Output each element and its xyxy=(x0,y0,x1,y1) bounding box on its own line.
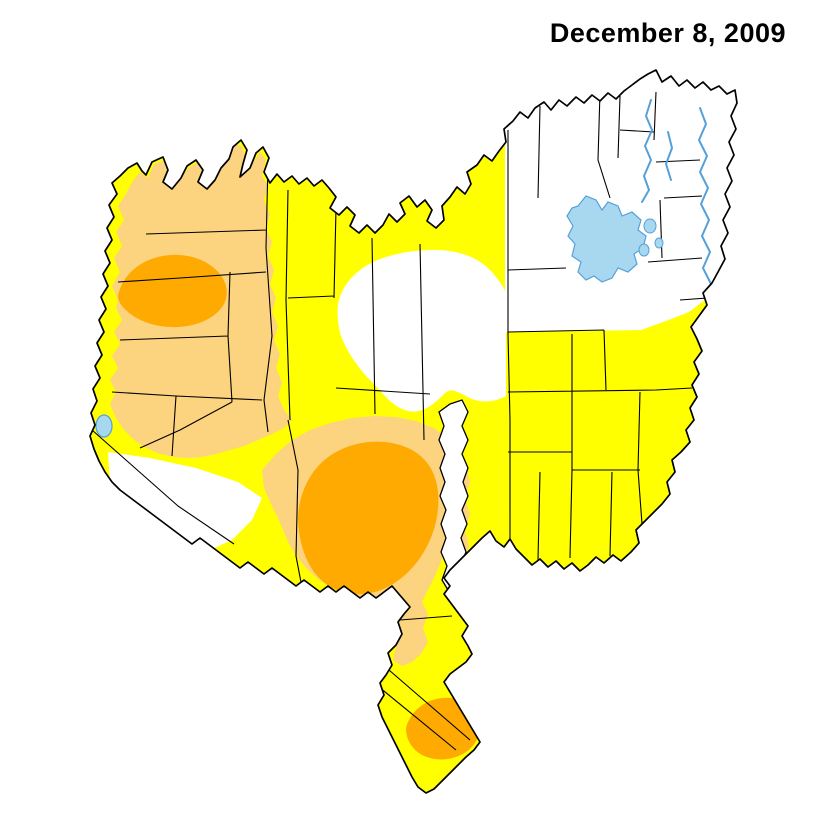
map-date-title: December 8, 2009 xyxy=(549,18,786,48)
drought-d2-region-northwest xyxy=(118,254,227,328)
river-lines xyxy=(641,99,712,297)
lake-west xyxy=(95,414,113,438)
lake-northeast-satellite-3 xyxy=(654,237,664,249)
no-drought-region-northeast xyxy=(505,70,737,332)
lake-northeast-satellite-1 xyxy=(643,218,657,234)
lake-northeast xyxy=(566,195,647,283)
lake-northeast-satellite-2 xyxy=(638,243,650,257)
drought-d2-region-southern-tip xyxy=(406,697,480,760)
internal-boundary-lines xyxy=(91,91,735,751)
no-drought-region-southwest xyxy=(108,452,262,552)
drought-d2-region-central-south xyxy=(298,441,439,595)
